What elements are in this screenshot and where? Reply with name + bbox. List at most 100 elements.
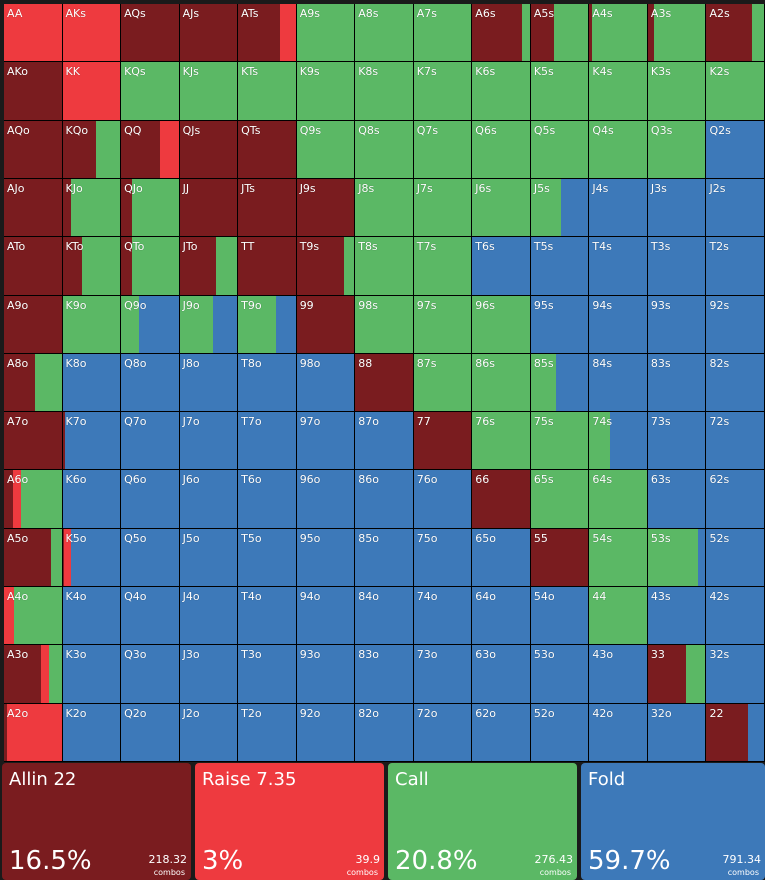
hand-cell[interactable]: 97s bbox=[413, 295, 473, 354]
hand-cell[interactable]: T8o bbox=[238, 353, 297, 413]
hand-cell[interactable]: 75s bbox=[530, 412, 590, 471]
hand-cell[interactable]: 44 bbox=[589, 587, 648, 646]
hand-cell[interactable]: JTo bbox=[179, 237, 239, 296]
hand-cell[interactable]: T6o bbox=[238, 470, 297, 529]
hand-cell[interactable]: 63o bbox=[472, 645, 531, 704]
hand-cell[interactable]: 53o bbox=[530, 645, 590, 704]
hand-cell[interactable]: J7s bbox=[413, 178, 473, 238]
hand-cell[interactable]: Q6s bbox=[472, 120, 531, 179]
hand-cell[interactable]: QTs bbox=[238, 120, 297, 179]
hand-cell[interactable]: 76o bbox=[413, 470, 473, 529]
hand-cell[interactable]: T5s bbox=[530, 237, 590, 296]
hand-cell[interactable]: 54s bbox=[589, 528, 648, 588]
hand-cell[interactable]: 96s bbox=[472, 295, 531, 354]
hand-cell[interactable]: K7o bbox=[62, 412, 122, 471]
hand-cell[interactable]: A9o bbox=[4, 295, 63, 354]
hand-cell[interactable]: 86s bbox=[472, 353, 531, 413]
hand-cell[interactable]: K2o bbox=[62, 703, 122, 762]
hand-cell[interactable]: 32s bbox=[706, 645, 765, 704]
hand-cell[interactable]: 95s bbox=[530, 295, 590, 354]
hand-cell[interactable]: A2s bbox=[706, 4, 765, 63]
hand-cell[interactable]: 43s bbox=[647, 587, 707, 646]
hand-cell[interactable]: 76s bbox=[472, 412, 531, 471]
hand-cell[interactable]: 62o bbox=[472, 703, 531, 762]
hand-cell[interactable]: 99 bbox=[296, 295, 356, 354]
hand-cell[interactable]: QQ bbox=[121, 120, 180, 179]
hand-cell[interactable]: K4o bbox=[62, 587, 122, 646]
hand-cell[interactable]: 72s bbox=[706, 412, 765, 471]
hand-cell[interactable]: 42s bbox=[706, 587, 765, 646]
hand-cell[interactable]: J6s bbox=[472, 178, 531, 238]
hand-cell[interactable]: AQs bbox=[121, 4, 180, 63]
hand-cell[interactable]: J3o bbox=[179, 645, 239, 704]
hand-cell[interactable]: 43o bbox=[589, 645, 648, 704]
hand-cell[interactable]: AQo bbox=[4, 120, 63, 179]
hand-cell[interactable]: K8s bbox=[355, 62, 414, 121]
hand-cell[interactable]: J5o bbox=[179, 528, 239, 588]
hand-cell[interactable]: 22 bbox=[706, 703, 765, 762]
hand-cell[interactable]: 33 bbox=[647, 645, 707, 704]
hand-cell[interactable]: A4s bbox=[589, 4, 648, 63]
hand-cell[interactable]: 83s bbox=[647, 353, 707, 413]
hand-cell[interactable]: Q8o bbox=[121, 353, 180, 413]
hand-cell[interactable]: Q8s bbox=[355, 120, 414, 179]
hand-cell[interactable]: 53s bbox=[647, 528, 707, 588]
hand-cell[interactable]: 94s bbox=[589, 295, 648, 354]
hand-cell[interactable]: 32o bbox=[647, 703, 707, 762]
hand-cell[interactable]: ATs bbox=[238, 4, 297, 63]
hand-cell[interactable]: T9s bbox=[296, 237, 356, 296]
hand-cell[interactable]: 42o bbox=[589, 703, 648, 762]
hand-cell[interactable]: K6o bbox=[62, 470, 122, 529]
hand-cell[interactable]: K4s bbox=[589, 62, 648, 121]
hand-cell[interactable]: QTo bbox=[121, 237, 180, 296]
hand-cell[interactable]: K2s bbox=[706, 62, 765, 121]
action-box[interactable]: Allin 22 16.5% 218.32 combos bbox=[2, 763, 191, 880]
hand-cell[interactable]: 88 bbox=[355, 353, 414, 413]
hand-cell[interactable]: T4s bbox=[589, 237, 648, 296]
hand-cell[interactable]: 55 bbox=[530, 528, 590, 588]
hand-cell[interactable]: Q6o bbox=[121, 470, 180, 529]
hand-cell[interactable]: A5s bbox=[530, 4, 590, 63]
hand-cell[interactable]: T3o bbox=[238, 645, 297, 704]
hand-cell[interactable]: 92s bbox=[706, 295, 765, 354]
hand-cell[interactable]: AJo bbox=[4, 178, 63, 238]
hand-cell[interactable]: 82o bbox=[355, 703, 414, 762]
hand-cell[interactable]: 82s bbox=[706, 353, 765, 413]
hand-cell[interactable]: Q4s bbox=[589, 120, 648, 179]
hand-cell[interactable]: J9s bbox=[296, 178, 356, 238]
hand-cell[interactable]: 98s bbox=[355, 295, 414, 354]
hand-cell[interactable]: A6o bbox=[4, 470, 63, 529]
hand-cell[interactable]: 77 bbox=[413, 412, 473, 471]
hand-cell[interactable]: Q7s bbox=[413, 120, 473, 179]
hand-cell[interactable]: 84s bbox=[589, 353, 648, 413]
hand-cell[interactable]: Q2o bbox=[121, 703, 180, 762]
hand-cell[interactable]: 73s bbox=[647, 412, 707, 471]
hand-cell[interactable]: 62s bbox=[706, 470, 765, 529]
hand-cell[interactable]: 52o bbox=[530, 703, 590, 762]
hand-cell[interactable]: KJs bbox=[179, 62, 239, 121]
hand-cell[interactable]: J6o bbox=[179, 470, 239, 529]
hand-cell[interactable]: 95o bbox=[296, 528, 356, 588]
hand-cell[interactable]: 65o bbox=[472, 528, 531, 588]
hand-cell[interactable]: A3o bbox=[4, 645, 63, 704]
hand-cell[interactable]: K6s bbox=[472, 62, 531, 121]
hand-cell[interactable]: T3s bbox=[647, 237, 707, 296]
hand-cell[interactable]: AJs bbox=[179, 4, 239, 63]
hand-cell[interactable]: Q5s bbox=[530, 120, 590, 179]
hand-cell[interactable]: 92o bbox=[296, 703, 356, 762]
hand-cell[interactable]: 87s bbox=[413, 353, 473, 413]
hand-cell[interactable]: K9o bbox=[62, 295, 122, 354]
hand-cell[interactable]: Q9s bbox=[296, 120, 356, 179]
hand-cell[interactable]: Q7o bbox=[121, 412, 180, 471]
hand-cell[interactable]: K7s bbox=[413, 62, 473, 121]
hand-cell[interactable]: A5o bbox=[4, 528, 63, 588]
hand-cell[interactable]: T5o bbox=[238, 528, 297, 588]
hand-cell[interactable]: T8s bbox=[355, 237, 414, 296]
hand-cell[interactable]: Q4o bbox=[121, 587, 180, 646]
hand-cell[interactable]: Q2s bbox=[706, 120, 765, 179]
hand-cell[interactable]: J4o bbox=[179, 587, 239, 646]
hand-cell[interactable]: K5s bbox=[530, 62, 590, 121]
hand-cell[interactable]: KK bbox=[62, 62, 122, 121]
hand-cell[interactable]: 87o bbox=[355, 412, 414, 471]
hand-cell[interactable]: J3s bbox=[647, 178, 707, 238]
